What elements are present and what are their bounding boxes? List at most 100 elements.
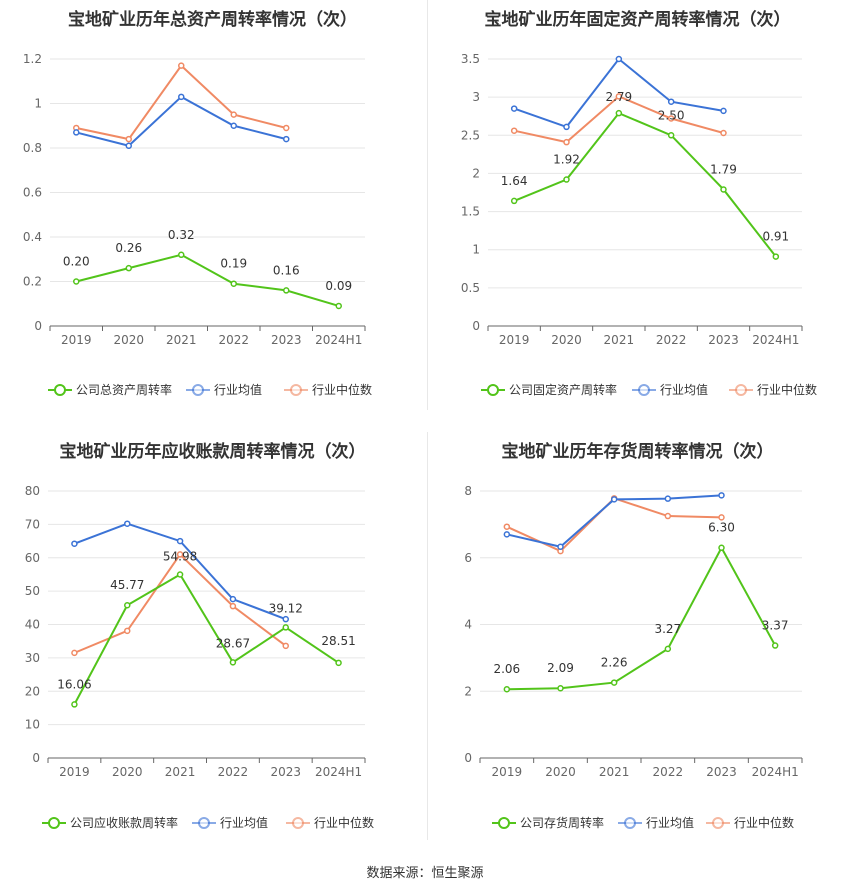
legend-item-median[interactable]: 行业中位数 — [286, 815, 374, 830]
x-tick-label: 2021 — [166, 333, 197, 347]
data-point-median — [178, 62, 185, 69]
data-point-avg — [73, 129, 80, 136]
legend-item-company[interactable]: 公司存货周转率 — [492, 815, 604, 830]
data-point-avg — [230, 122, 237, 129]
data-label: 0.09 — [325, 279, 352, 293]
y-tick-label: 8 — [464, 484, 472, 498]
data-label: 28.51 — [321, 634, 355, 648]
data-point-company — [664, 645, 672, 653]
data-point-company — [124, 601, 131, 609]
legend-item-company[interactable]: 公司总资产周转率 — [48, 382, 172, 397]
y-tick-label: 3.5 — [461, 52, 480, 66]
data-source-footer: 数据来源：恒生聚源 — [366, 866, 484, 881]
data-point-avg — [178, 93, 185, 101]
data-point-company — [772, 253, 780, 260]
legend-label: 行业中位数 — [757, 382, 817, 397]
legend-label: 行业中位数 — [314, 815, 374, 830]
y-tick-label: 1 — [472, 243, 480, 257]
data-point-avg — [718, 492, 725, 499]
data-point-avg — [282, 615, 289, 623]
x-tick-label: 2021 — [604, 333, 635, 347]
legend-item-avg[interactable]: 行业均值 — [186, 382, 262, 397]
legend-label: 公司应收账款周转率 — [70, 815, 178, 830]
data-point-company — [335, 659, 342, 667]
chart-2: 宝地矿业历年固定资产周转率情况（次） 0 0.5 1 1.5 2 2.5 3 3.5 2019 20… — [461, 9, 817, 397]
legend-label: 行业中位数 — [312, 382, 372, 397]
data-label: 2.09 — [547, 661, 574, 675]
x-tick-label: 2023 — [708, 333, 739, 347]
x-tick-label: 2022 — [218, 333, 249, 347]
series-line-median — [506, 497, 722, 553]
y-tick-label: 2 — [472, 166, 480, 180]
y-tick-label: 10 — [25, 718, 40, 732]
data-point-avg — [283, 135, 290, 143]
data-point-median — [615, 93, 623, 100]
data-point-company — [176, 571, 184, 578]
data-point-company — [125, 264, 132, 272]
y-tick-label: 0.2 — [23, 275, 42, 289]
legend-item-avg[interactable]: 行业均值 — [618, 815, 694, 830]
x-tick-label: 2019 — [61, 333, 92, 347]
y-tick-label: 3 — [472, 90, 480, 104]
legend-item-avg[interactable]: 行业均值 — [192, 815, 268, 830]
data-label: 45.77 — [110, 578, 144, 592]
series-line-avg — [76, 95, 287, 147]
data-point-avg — [503, 531, 511, 538]
data-point-company — [610, 679, 618, 686]
data-label: 39.12 — [269, 601, 303, 615]
data-point-median — [718, 514, 725, 521]
chart-title: 宝地矿业历年存货周转率情况（次） — [502, 441, 774, 462]
data-point-median — [720, 129, 727, 137]
x-tick-label: 2019 — [499, 333, 530, 347]
data-label: 3.27 — [654, 622, 681, 636]
data-point-company — [229, 659, 237, 666]
data-point-avg — [615, 55, 623, 63]
data-point-company — [563, 176, 570, 183]
vertical-divider-top — [427, 0, 428, 410]
x-tick-label: 2019 — [492, 765, 523, 779]
x-tick-label: 2019 — [59, 765, 90, 779]
x-tick-label: 2021 — [165, 765, 196, 779]
y-tick-label: 70 — [25, 517, 40, 531]
legend-item-company[interactable]: 公司应收账款周转率 — [42, 815, 178, 830]
data-point-company — [718, 544, 725, 551]
y-tick-label: 2.5 — [461, 128, 480, 142]
chart-3: 宝地矿业历年应收账款周转率情况（次） 0 10 20 30 40 50 60 70 80 2019 2… — [25, 441, 374, 830]
data-point-avg — [557, 543, 564, 550]
data-point-median — [229, 602, 237, 610]
x-tick-label: 2020 — [551, 333, 582, 347]
y-tick-label: 50 — [25, 584, 40, 598]
data-label: 2.50 — [658, 108, 685, 122]
y-tick-label: 6 — [464, 551, 472, 565]
legend-item-company[interactable]: 公司固定资产周转率 — [481, 382, 617, 397]
data-point-company — [557, 684, 564, 692]
legend-label: 行业中位数 — [734, 815, 794, 830]
data-label: 2.26 — [601, 656, 628, 670]
y-tick-label: 0.8 — [23, 141, 42, 155]
data-point-avg — [610, 496, 618, 503]
legend-item-median[interactable]: 行业中位数 — [284, 382, 372, 397]
y-tick-label: 2 — [464, 684, 472, 698]
data-point-median — [124, 627, 131, 635]
legend-marker — [712, 817, 724, 829]
legend-item-median[interactable]: 行业中位数 — [729, 382, 817, 397]
x-tick-label: 2022 — [656, 333, 687, 347]
data-point-avg — [563, 123, 570, 131]
data-point-median — [282, 642, 289, 650]
y-tick-label: 1.5 — [461, 205, 480, 219]
legend-marker — [192, 384, 204, 396]
legend-item-median[interactable]: 行业中位数 — [706, 815, 794, 830]
data-point-company — [282, 624, 289, 631]
data-point-median — [664, 512, 672, 520]
series-line-avg — [506, 494, 722, 548]
legend-item-avg[interactable]: 行业均值 — [632, 382, 708, 397]
vertical-divider-bottom — [427, 432, 428, 840]
data-label: 0.16 — [273, 263, 300, 277]
y-tick-label: 1.2 — [23, 52, 42, 66]
y-tick-label: 30 — [25, 651, 40, 665]
x-tick-label: 2022 — [653, 765, 684, 779]
chart-title: 宝地矿业历年固定资产周转率情况（次） — [485, 9, 791, 30]
y-tick-label: 0 — [32, 751, 40, 765]
data-point-avg — [176, 537, 184, 545]
